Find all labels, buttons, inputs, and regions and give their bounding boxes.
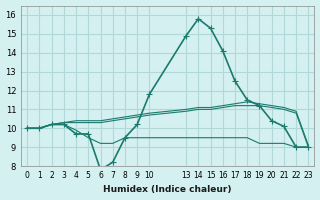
X-axis label: Humidex (Indice chaleur): Humidex (Indice chaleur)	[103, 185, 232, 194]
